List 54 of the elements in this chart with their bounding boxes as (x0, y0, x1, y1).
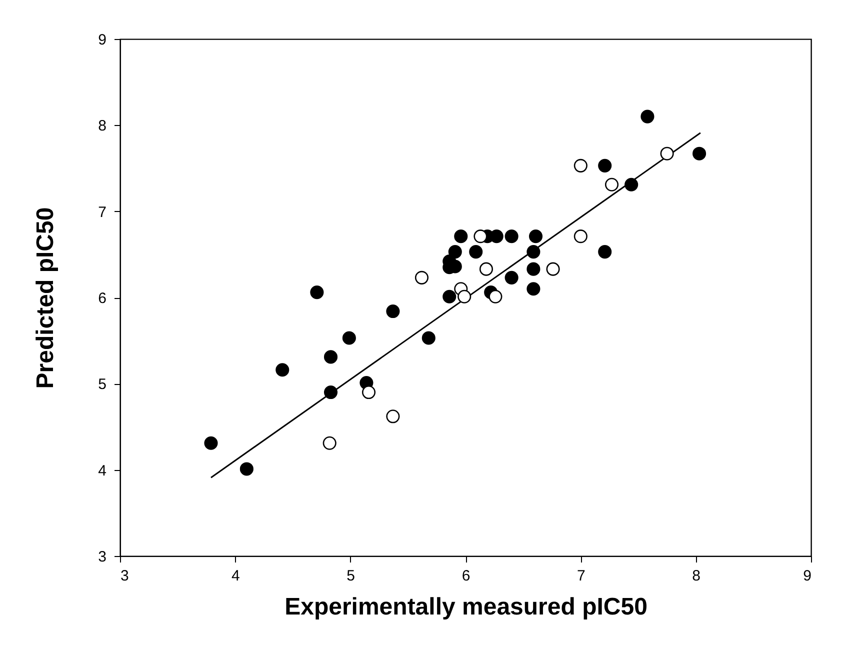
x-tick-label: 5 (346, 568, 356, 584)
y-tick-label: 9 (98, 32, 106, 48)
point (324, 386, 338, 400)
point (604, 178, 619, 192)
point (488, 290, 502, 304)
point (574, 158, 588, 172)
point (469, 245, 483, 259)
y-tick-label: 7 (98, 204, 106, 221)
point (414, 270, 429, 284)
point (386, 410, 400, 424)
x-tick-label: 9 (803, 568, 812, 584)
point (640, 110, 654, 124)
point (448, 245, 462, 259)
point (454, 230, 468, 244)
x-axis-title: Experimentally measured pIC50 (284, 594, 648, 620)
point (490, 230, 504, 244)
point (322, 436, 336, 450)
x-tick-label: 4 (231, 568, 240, 584)
point (692, 146, 706, 160)
point (310, 286, 324, 300)
y-tick-label: 8 (98, 118, 106, 135)
point (204, 436, 218, 450)
x-tick-label: 8 (692, 568, 701, 584)
point (526, 245, 540, 259)
point (276, 363, 290, 377)
point (660, 146, 674, 160)
point (504, 270, 518, 284)
y-tick-label: 3 (98, 548, 106, 566)
point (526, 262, 540, 276)
point (546, 262, 560, 276)
point (574, 230, 588, 244)
point (624, 178, 638, 192)
point (458, 290, 472, 304)
point (442, 290, 456, 304)
point (324, 350, 338, 364)
point (386, 304, 400, 318)
point (526, 282, 540, 296)
y-tick-label: 6 (98, 290, 106, 307)
point (598, 158, 612, 172)
x-tick-label: 7 (576, 568, 586, 584)
x-tick-label: 6 (462, 568, 470, 584)
point (240, 462, 254, 476)
point (474, 230, 488, 244)
point (479, 262, 494, 276)
point (362, 386, 376, 400)
y-axis-title: Predicted pIC50 (32, 207, 60, 389)
y-tick-label: 5 (98, 376, 106, 394)
y-tick-label: 4 (98, 462, 106, 480)
x-tick-label: 3 (120, 568, 129, 584)
point (504, 230, 518, 244)
point (342, 331, 356, 345)
point (528, 230, 543, 244)
point (598, 245, 612, 259)
point (422, 331, 436, 345)
